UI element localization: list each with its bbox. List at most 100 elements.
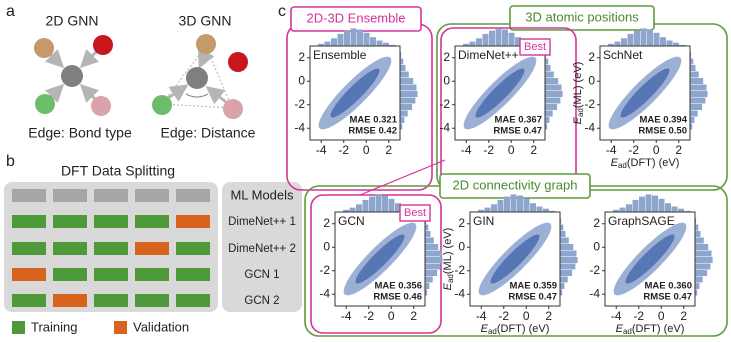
scatter-core [355,234,405,284]
y-tick-label: 0 [588,73,595,87]
hist-bar [497,199,504,212]
split-cell [94,294,128,307]
best-label: Best [404,207,426,219]
hist-bar [608,43,614,46]
hist-bar [695,263,711,270]
hist-bar [695,237,704,244]
hist-bar [545,117,550,123]
panel-label: b [6,153,15,170]
metric: MAE 0.367 [494,115,542,126]
axis-symbol: E [572,116,584,124]
hist-bar [425,276,433,283]
x-tick-label: -2 [633,309,644,323]
x-tick-label: -2 [363,309,374,323]
hist-bar [463,43,469,46]
split-cell [176,189,210,202]
y-tick-label: -2 [584,97,595,111]
hist-bar [652,195,658,212]
hist-bar [560,218,562,224]
split-cell [12,215,46,228]
hist-bar [400,78,414,84]
hist-bar [545,84,562,91]
hist-bar [560,263,576,270]
split-cell [12,294,46,307]
hist-bar [690,71,699,78]
split-cell [12,242,46,255]
axis-label: Ead(DFT) (eV) [611,157,680,170]
hist-bar [508,32,515,46]
hist-bar [695,244,709,250]
hist-bar [626,204,632,212]
y-tick-label: -4 [439,120,450,134]
x-tick-label: 2 [385,143,392,157]
metric: MAE 0.360 [644,281,692,292]
hist-bar [665,203,671,212]
scatter-core [490,234,540,284]
hist-bar [613,209,619,212]
split-cell [12,268,46,281]
hist-bar [695,250,712,257]
metric: MAE 0.359 [509,281,557,292]
best-tag [399,204,431,222]
split-cell [12,189,46,202]
axis-rest: (DFT) (eV) [497,323,550,335]
x-tick-label: -2 [338,143,349,157]
hist-bar [349,207,356,212]
hist-bar [389,44,396,46]
y-tick-label: -2 [589,263,600,277]
hist-bar [690,91,708,97]
scatter-core [625,234,675,284]
models-panel [222,182,302,312]
hist-bar [376,40,383,46]
hist-bar [634,30,640,46]
split-cell [135,294,169,307]
hist-bar [400,65,406,71]
axis-symbol: E [481,323,489,335]
hist-bar [362,199,369,212]
hist-bar [545,110,553,117]
hist-bar [536,206,543,212]
split-cell [176,294,210,307]
hist-bar [690,104,703,110]
hist-bar [324,41,331,46]
hist-bar [560,237,569,244]
group-tag [509,5,655,31]
hist-bar [690,84,707,91]
hist-bar [343,209,349,212]
hist-bar [690,65,696,71]
hist-bar [545,58,549,65]
axis-label: Ead(ML) (eV) [442,228,455,291]
hist-bar [425,270,438,276]
hist-bar [695,289,698,296]
y-tick-label: 2 [588,50,595,64]
hist-bar [690,52,692,58]
x-tick-label: 0 [363,143,370,157]
y-tick-label: -2 [294,97,305,111]
hist-bar [640,28,647,46]
hist-bar [690,110,698,117]
split-cell [135,268,169,281]
hist-bar [400,110,408,117]
x-tick-label: -4 [611,309,622,323]
hist-bar [695,231,701,237]
axis-rest: (DFT) (eV) [632,323,685,335]
hist-bar [690,58,694,65]
y-tick-label: 2 [458,216,465,230]
hist-bar [476,38,482,46]
axis-rest: (ML) (eV) [572,62,584,108]
x-tick-label: 0 [508,143,515,157]
hist-bar [545,123,548,130]
metric: RMSE 0.47 [643,292,692,303]
metric: MAE 0.356 [374,281,422,292]
x-tick-label: -4 [341,309,352,323]
hist-bar [382,195,388,212]
y-tick-label: 2 [443,50,450,64]
hist-bar [489,30,495,46]
hist-bar [679,44,686,46]
hist-bar [614,41,621,46]
axis-label: Ead(DFT) (eV) [616,323,685,336]
metric: RMSE 0.47 [493,126,542,137]
gnn-title: 3D GNN [179,13,232,29]
x-tick-label: 2 [410,309,417,323]
model-label: DimeNet++ 1 [228,216,296,228]
